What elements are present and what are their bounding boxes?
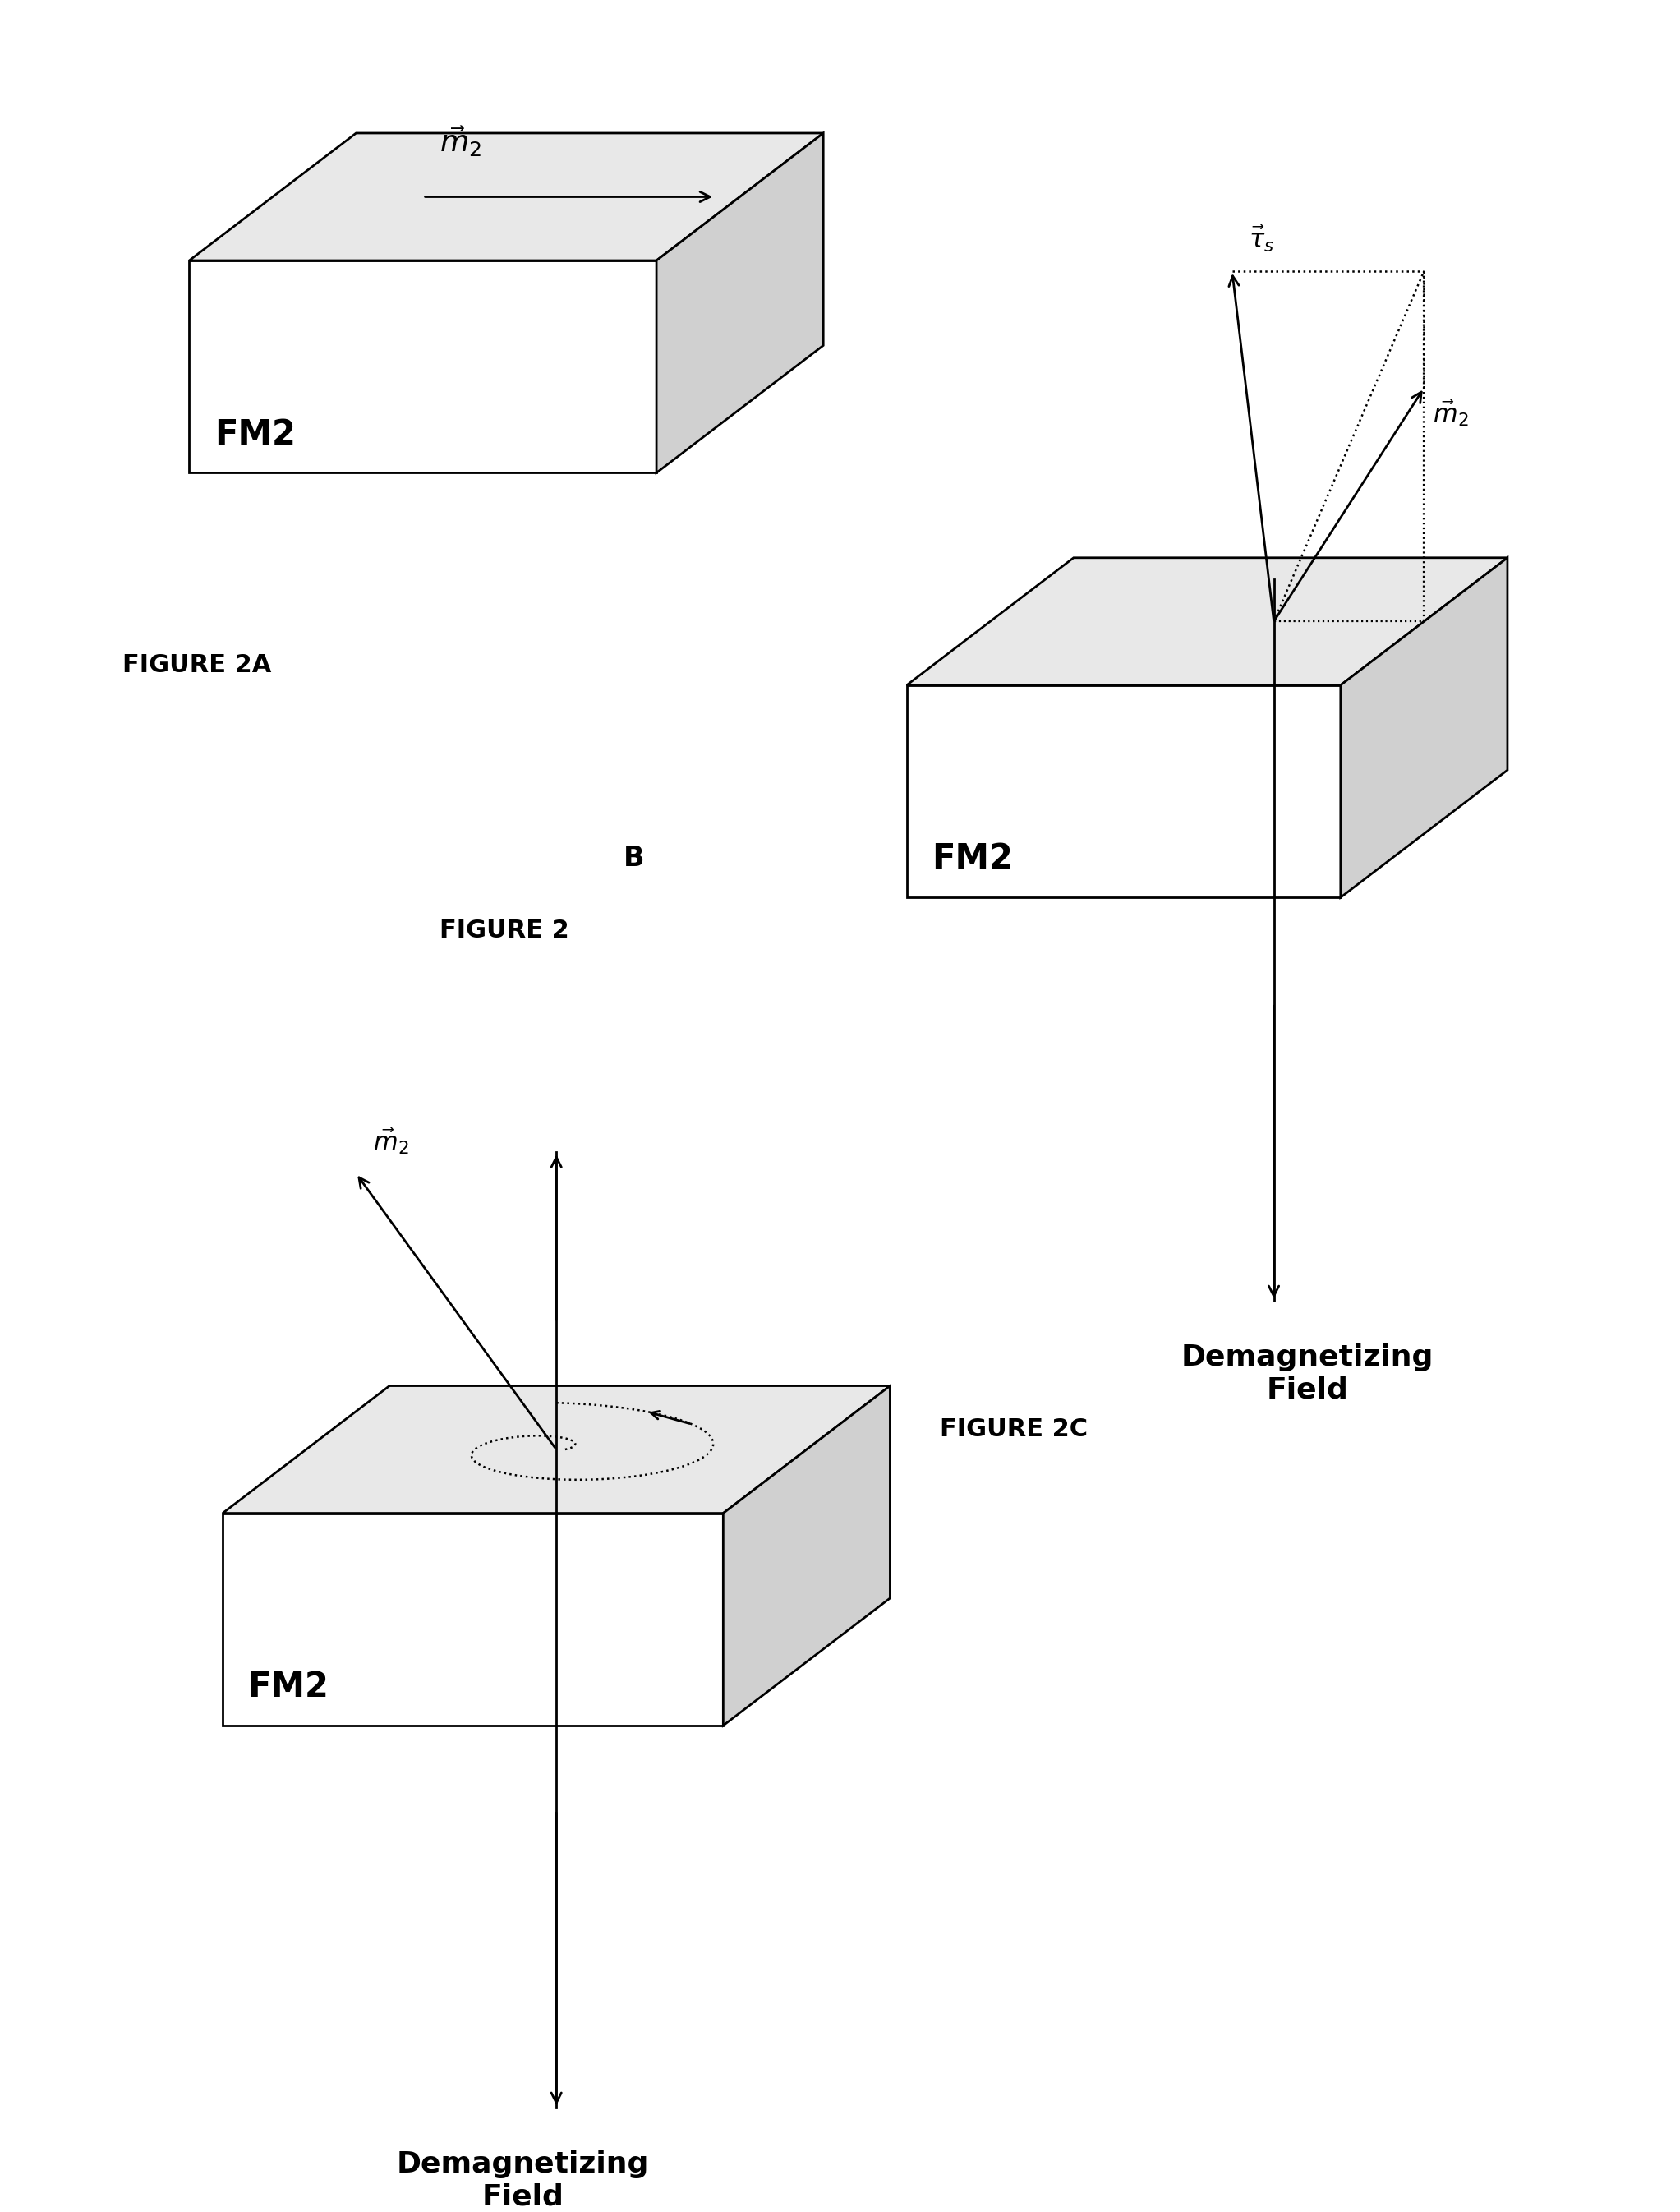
Polygon shape <box>722 1385 890 1725</box>
Text: B: B <box>623 845 643 872</box>
Text: $\vec{m}_2$: $\vec{m}_2$ <box>373 1126 408 1157</box>
Text: Demagnetizing
Field: Demagnetizing Field <box>1181 1343 1433 1405</box>
Polygon shape <box>907 686 1341 898</box>
Text: $\vec{m}_2$: $\vec{m}_2$ <box>440 124 482 159</box>
Polygon shape <box>190 133 823 261</box>
Text: FM2: FM2 <box>215 418 296 451</box>
Polygon shape <box>1341 557 1507 898</box>
Text: $\vec{\tau}_s$: $\vec{\tau}_s$ <box>1248 223 1275 254</box>
Polygon shape <box>190 261 657 473</box>
Text: FIGURE 2C: FIGURE 2C <box>941 1418 1089 1442</box>
Text: $\vec{m}_2$: $\vec{m}_2$ <box>1433 398 1468 429</box>
Polygon shape <box>223 1513 722 1725</box>
Polygon shape <box>223 1385 890 1513</box>
Text: FIGURE 2: FIGURE 2 <box>440 918 570 942</box>
Text: FM2: FM2 <box>932 843 1013 876</box>
Text: FM2: FM2 <box>247 1670 329 1703</box>
Text: FIGURE 2A: FIGURE 2A <box>123 653 272 677</box>
Text: Demagnetizing
Field: Demagnetizing Field <box>396 2150 648 2210</box>
Polygon shape <box>657 133 823 473</box>
Polygon shape <box>907 557 1507 686</box>
